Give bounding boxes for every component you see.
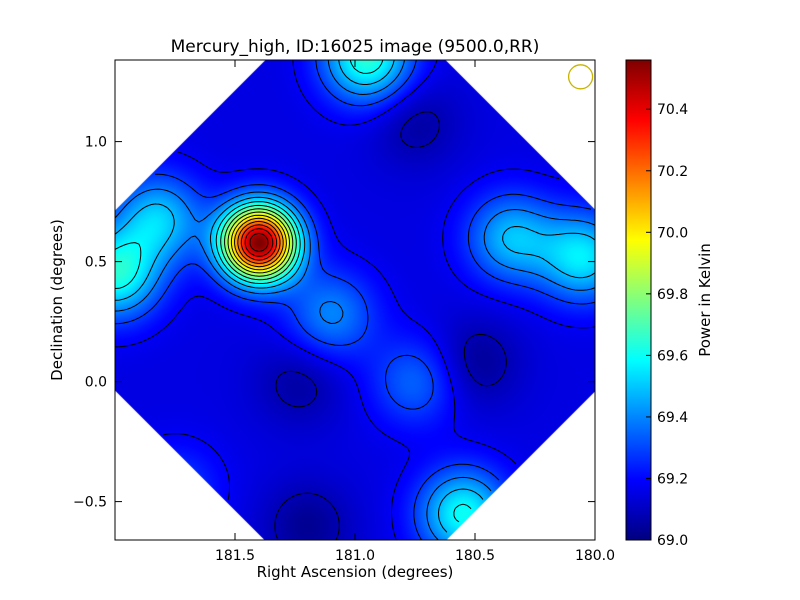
y-axis-ticks: −0.5 0.0 0.5 1.0 <box>73 135 595 511</box>
contour-line <box>115 60 595 540</box>
colorbar-tick-label: 70.0 <box>657 225 688 241</box>
colorbar-gradient <box>625 59 652 541</box>
colorbar-tick-label: 70.2 <box>657 164 688 180</box>
beam-circle-marker <box>567 64 594 90</box>
x-tick-label: 180.5 <box>455 548 495 564</box>
colorbar-tick-label: 70.4 <box>657 102 688 118</box>
colorbar-tick-label: 69.2 <box>657 471 688 487</box>
y-tick-label: 1.0 <box>85 135 107 151</box>
contour-line <box>234 217 284 268</box>
x-axis-ticks: 181.5 181.0 180.5 180.0 <box>215 60 615 564</box>
heatmap-image <box>115 60 595 540</box>
contour-line <box>115 60 595 533</box>
contour-line <box>220 204 297 281</box>
colorbar: 69.0 69.2 69.4 69.6 69.8 70.0 70.2 70.4 Power i… <box>625 59 714 549</box>
contour-line <box>115 60 472 523</box>
x-axis-label: Right Ascension (degrees) <box>257 563 454 581</box>
contour-line <box>230 214 287 271</box>
colorbar-tick-label: 69.8 <box>657 287 688 303</box>
plot-area: 181.5 181.0 180.5 180.0 −0.5 0.0 0.5 1.0 <box>73 59 615 564</box>
colorbar-label: Power in Kelvin <box>696 243 714 357</box>
contour-line <box>249 232 269 252</box>
contour-lines <box>115 60 595 540</box>
colorbar-tick-label: 69.4 <box>657 410 688 426</box>
contour-line <box>224 208 294 277</box>
colorbar-tick-label: 69.6 <box>657 348 688 364</box>
x-tick-label: 181.0 <box>335 548 375 564</box>
contour-line <box>115 60 595 540</box>
x-tick-label: 180.0 <box>575 548 615 564</box>
contour-line <box>274 111 507 540</box>
y-tick-label: 0.0 <box>85 375 107 391</box>
y-tick-label: −0.5 <box>73 495 107 511</box>
y-tick-label: 0.5 <box>85 255 107 271</box>
contour-line <box>240 224 278 261</box>
colorbar-ticks: 69.0 69.2 69.4 69.6 69.8 70.0 70.2 70.4 <box>646 102 688 549</box>
contour-line <box>227 211 290 274</box>
x-tick-label: 181.5 <box>215 548 255 564</box>
contour-line <box>244 228 274 257</box>
colorbar-tick-label: 69.0 <box>657 533 688 549</box>
contour-line <box>237 220 281 264</box>
y-axis-label: Declination (degrees) <box>48 219 66 381</box>
contour-line <box>115 60 595 540</box>
chart-title: Mercury_high, ID:16025 image (9500.0,RR) <box>171 37 540 57</box>
